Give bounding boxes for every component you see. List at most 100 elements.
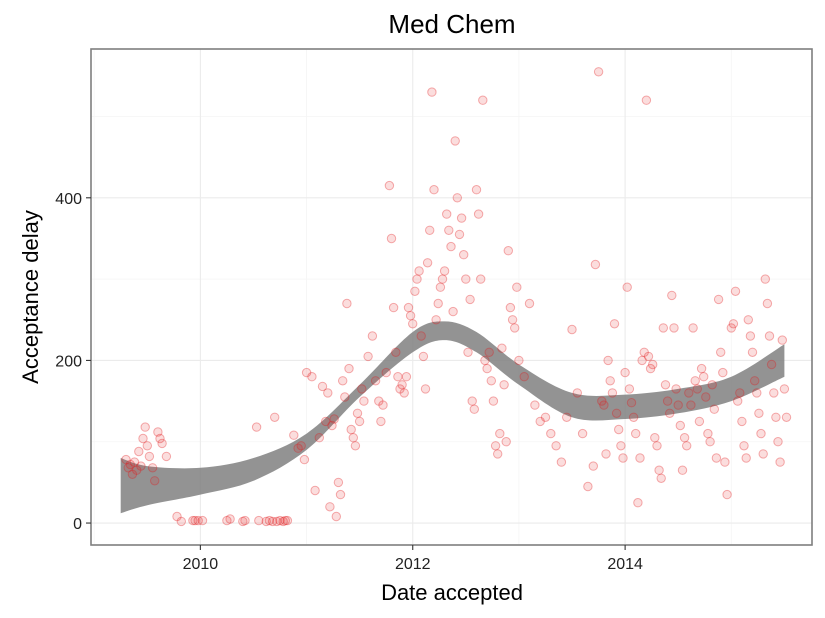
data-point bbox=[177, 517, 185, 525]
data-point bbox=[413, 275, 421, 283]
data-point bbox=[778, 336, 786, 344]
data-point bbox=[339, 377, 347, 385]
data-point bbox=[678, 466, 686, 474]
data-point bbox=[761, 275, 769, 283]
data-point bbox=[547, 429, 555, 437]
data-point bbox=[489, 397, 497, 405]
data-point bbox=[736, 389, 744, 397]
data-point bbox=[629, 413, 637, 421]
data-point bbox=[680, 434, 688, 442]
data-point bbox=[689, 324, 697, 332]
data-point bbox=[440, 267, 448, 275]
data-point bbox=[742, 454, 750, 462]
data-point bbox=[485, 348, 493, 356]
data-point bbox=[649, 360, 657, 368]
data-point bbox=[663, 397, 671, 405]
data-point bbox=[584, 482, 592, 490]
data-point bbox=[449, 307, 457, 315]
data-point bbox=[683, 442, 691, 450]
data-point bbox=[557, 458, 565, 466]
data-point bbox=[434, 299, 442, 307]
data-point bbox=[740, 442, 748, 450]
data-point bbox=[502, 438, 510, 446]
data-point bbox=[466, 295, 474, 303]
data-point bbox=[364, 352, 372, 360]
data-point bbox=[674, 401, 682, 409]
data-point bbox=[511, 324, 519, 332]
data-point bbox=[578, 429, 586, 437]
data-points bbox=[122, 68, 791, 526]
data-point bbox=[744, 316, 752, 324]
data-point bbox=[389, 303, 397, 311]
data-point bbox=[619, 454, 627, 462]
data-point bbox=[417, 332, 425, 340]
data-point bbox=[151, 477, 159, 485]
data-point bbox=[636, 454, 644, 462]
data-point bbox=[634, 499, 642, 507]
data-point bbox=[360, 397, 368, 405]
data-point bbox=[353, 409, 361, 417]
x-tick-label: 2012 bbox=[395, 556, 431, 573]
data-point bbox=[472, 186, 480, 194]
y-tick-label: 200 bbox=[55, 353, 82, 370]
data-point bbox=[757, 429, 765, 437]
data-point bbox=[600, 401, 608, 409]
data-point bbox=[481, 356, 489, 364]
data-point bbox=[746, 332, 754, 340]
data-point bbox=[721, 458, 729, 466]
data-point bbox=[602, 450, 610, 458]
data-point bbox=[723, 490, 731, 498]
data-point bbox=[763, 299, 771, 307]
data-point bbox=[589, 462, 597, 470]
y-axis: 0200400 bbox=[55, 191, 91, 533]
data-point bbox=[498, 344, 506, 352]
data-point bbox=[772, 413, 780, 421]
data-point bbox=[659, 324, 667, 332]
data-point bbox=[700, 373, 708, 381]
data-point bbox=[283, 516, 291, 524]
data-point bbox=[651, 434, 659, 442]
data-point bbox=[368, 332, 376, 340]
data-point bbox=[411, 287, 419, 295]
data-point bbox=[377, 417, 385, 425]
data-point bbox=[770, 389, 778, 397]
data-point bbox=[615, 425, 623, 433]
data-point bbox=[464, 348, 472, 356]
data-point bbox=[470, 405, 478, 413]
data-point bbox=[468, 397, 476, 405]
smooth-confidence-band bbox=[121, 321, 785, 513]
data-point bbox=[406, 312, 414, 320]
data-point bbox=[500, 381, 508, 389]
data-point bbox=[541, 413, 549, 421]
data-point bbox=[610, 320, 618, 328]
data-point bbox=[642, 96, 650, 104]
data-point bbox=[148, 464, 156, 472]
data-point bbox=[326, 503, 334, 511]
data-point bbox=[594, 68, 602, 76]
data-point bbox=[563, 413, 571, 421]
data-point bbox=[685, 389, 693, 397]
data-point bbox=[487, 377, 495, 385]
data-point bbox=[704, 429, 712, 437]
data-point bbox=[336, 490, 344, 498]
data-point bbox=[644, 352, 652, 360]
data-point bbox=[552, 442, 560, 450]
data-point bbox=[436, 283, 444, 291]
data-point bbox=[670, 324, 678, 332]
data-point bbox=[428, 88, 436, 96]
data-point bbox=[531, 401, 539, 409]
data-point bbox=[419, 352, 427, 360]
data-point bbox=[606, 377, 614, 385]
data-point bbox=[621, 368, 629, 376]
x-tick-label: 2010 bbox=[183, 556, 219, 573]
data-point bbox=[712, 454, 720, 462]
data-point bbox=[780, 385, 788, 393]
data-point bbox=[387, 234, 395, 242]
data-point bbox=[330, 415, 338, 423]
data-point bbox=[515, 356, 523, 364]
data-point bbox=[753, 389, 761, 397]
data-point bbox=[717, 348, 725, 356]
data-point bbox=[477, 275, 485, 283]
data-point bbox=[308, 373, 316, 381]
